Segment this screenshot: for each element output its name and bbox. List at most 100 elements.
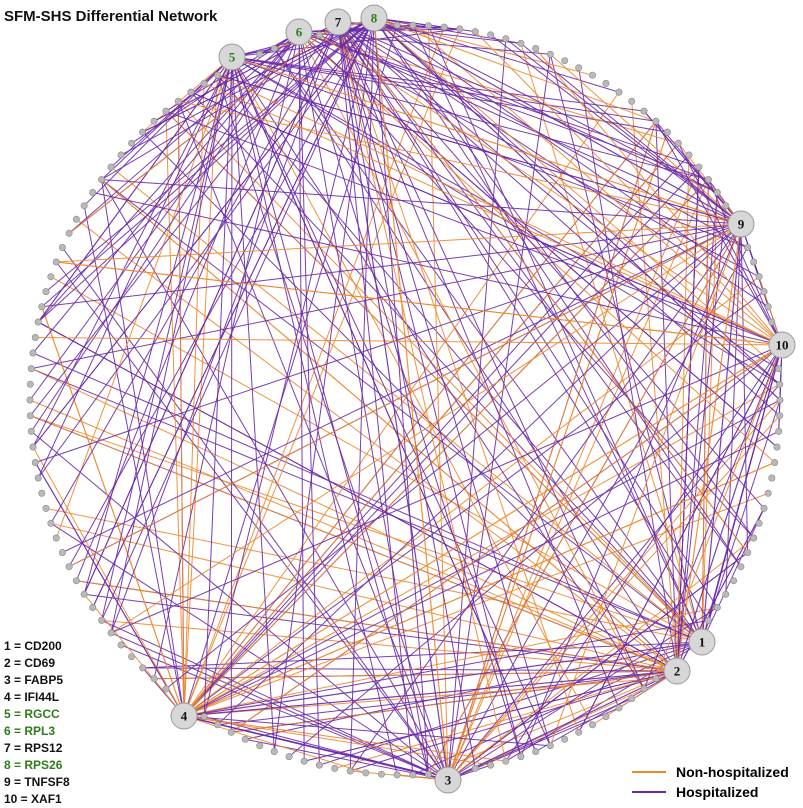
network-edge [35, 223, 742, 463]
peripheral-node [685, 151, 693, 159]
peripheral-node [300, 757, 308, 765]
network-edge [68, 21, 339, 234]
network-edge [75, 31, 300, 581]
gene-key-entry: 9 = TNFSF8 [4, 775, 70, 789]
peripheral-node [38, 303, 46, 311]
peripheral-node [755, 519, 763, 527]
peripheral-node [502, 757, 510, 765]
peripheral-node [663, 128, 671, 136]
network-edge [337, 21, 718, 608]
hub-gene-nodes: 1 2 3 4 5 6 7 8 9 10 [170, 4, 796, 794]
network-edge [676, 154, 690, 672]
network-edge [631, 101, 678, 672]
network-edge [231, 56, 275, 752]
peripheral-node [771, 458, 779, 466]
peripheral-node [72, 215, 80, 223]
peripheral-node [750, 534, 758, 542]
peripheral-node [588, 71, 596, 79]
network-edge [337, 21, 709, 621]
network-edge [231, 344, 783, 733]
peripheral-node [768, 318, 776, 326]
peripheral-node [241, 735, 249, 743]
network-edge [165, 110, 703, 643]
network-edge [41, 17, 375, 308]
network-edge [32, 446, 185, 717]
network-edge [183, 492, 769, 717]
network-edge [245, 641, 703, 740]
peripheral-node [640, 107, 648, 115]
hub-node-circle [285, 18, 313, 46]
peripheral-node [440, 23, 448, 31]
network-edge [676, 344, 783, 672]
legend-label-non-hospitalized: Non-hospitalized [676, 764, 789, 780]
hub-node-2: 2 [663, 657, 691, 685]
network-edge [274, 17, 375, 49]
network-edge [373, 17, 742, 225]
network-edge [177, 101, 185, 717]
network-edge [505, 38, 742, 225]
peripheral-node [532, 44, 540, 52]
network-edge [231, 56, 742, 225]
peripheral-node [47, 519, 55, 527]
network-edge [92, 17, 375, 608]
network-edge [337, 21, 580, 733]
network-edge [190, 91, 783, 346]
peripheral-node [256, 50, 264, 58]
hub-node-circle [768, 331, 796, 359]
peripheral-node [652, 117, 660, 125]
peripheral-node [575, 728, 583, 736]
edge-legend: Non-hospitalized Hospitalized [632, 762, 789, 802]
peripheral-node [393, 771, 401, 779]
peripheral-node [377, 770, 385, 778]
network-edge [217, 74, 783, 346]
peripheral-node [424, 22, 432, 30]
hub-node-6: 6 [285, 18, 313, 46]
network-edge [32, 352, 703, 643]
network-edge [337, 21, 449, 781]
hub-node-circle [688, 628, 716, 656]
peripheral-node [27, 427, 35, 435]
peripheral-node [150, 117, 158, 125]
peripheral-node [764, 303, 772, 311]
legend-swatch-non-hospitalized [632, 771, 666, 773]
network-edge [337, 21, 414, 775]
peripheral-node [128, 139, 136, 147]
network-edge [298, 31, 320, 766]
network-edge [447, 670, 678, 781]
peripheral-node [471, 28, 479, 36]
network-edge [183, 28, 461, 717]
network-edge [183, 715, 449, 781]
peripheral-node [695, 163, 703, 171]
peripheral-node [315, 761, 323, 769]
network-edge [655, 121, 783, 346]
network-edge [337, 21, 620, 709]
network-edge [337, 21, 781, 417]
network-edge [230, 56, 233, 733]
peripheral-node [362, 769, 370, 777]
peripheral-node [227, 728, 235, 736]
peripheral-node [628, 695, 636, 703]
peripheral-node [270, 44, 278, 52]
peripheral-node [602, 79, 610, 87]
network-edge [298, 31, 305, 762]
network-edge [183, 344, 783, 717]
peripheral-node [713, 603, 721, 611]
hub-node-circle [218, 43, 246, 71]
network-edge [337, 21, 781, 385]
network-edge [165, 110, 783, 346]
peripheral-gene-nodes [26, 21, 784, 779]
peripheral-node [214, 71, 222, 79]
network-edge [578, 344, 783, 733]
peripheral-node [150, 675, 158, 683]
network-edge [31, 223, 742, 370]
network-edge [203, 82, 783, 346]
legend-non-hospitalized: Non-hospitalized [632, 762, 789, 782]
peripheral-node [200, 713, 208, 721]
gene-key-entry: 1 = CD200 [4, 639, 62, 653]
network-edge [110, 344, 783, 634]
network-edge [50, 21, 339, 524]
hub-node-label: 4 [181, 709, 188, 724]
legend-label-hospitalized: Hospitalized [676, 784, 759, 800]
network-edge [231, 56, 537, 752]
network-edge [676, 167, 700, 672]
